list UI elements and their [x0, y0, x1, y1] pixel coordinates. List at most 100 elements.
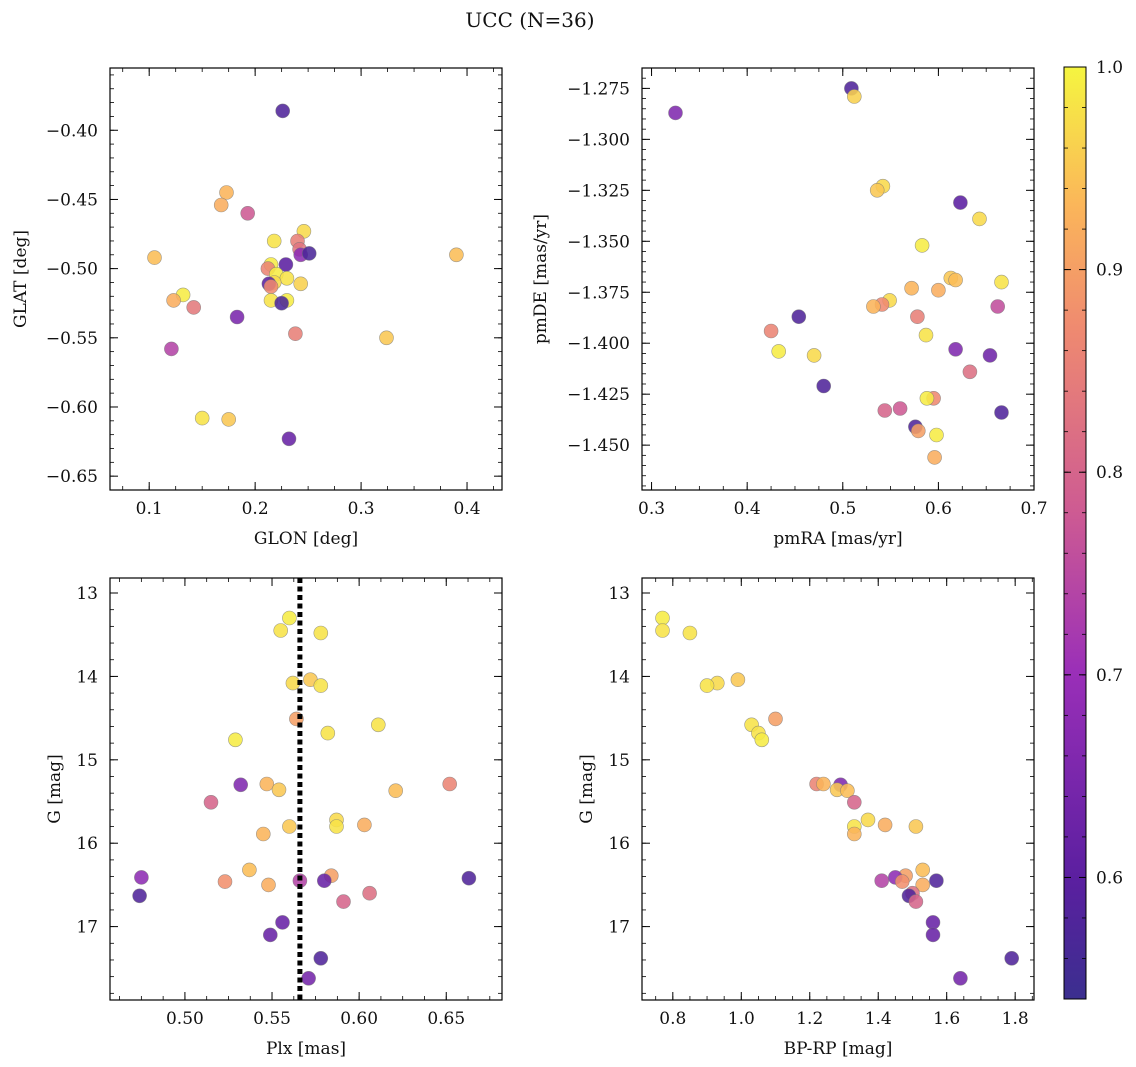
scatter-point — [370, 717, 386, 733]
scatter-point — [972, 211, 987, 227]
scatter-point — [263, 279, 279, 294]
scatter-point — [301, 246, 317, 261]
scatter-point — [134, 870, 149, 885]
scatter-point — [320, 725, 336, 741]
y-axis-label: pmDE [mas/yr] — [531, 214, 551, 344]
axes-frame — [109, 67, 503, 491]
scatter-point — [791, 309, 807, 325]
x-axis-label: Plx [mas] — [266, 1039, 346, 1059]
y-tick-label: −1.275 — [567, 79, 630, 99]
scatter-point — [262, 927, 278, 943]
x-tick-label: 1.4 — [865, 1009, 892, 1029]
y-tick-label: −1.400 — [567, 334, 630, 354]
x-tick-label: 0.4 — [454, 499, 481, 519]
panel-plx-g: 0.50 0.55 0.60 0.65 13 14 15 16 17 Plx [mas] G [ma… — [45, 577, 503, 1059]
figure-title: UCC (N=36) — [465, 8, 594, 32]
y-tick-label: −1.325 — [567, 181, 630, 201]
scatter-point — [877, 817, 893, 833]
scatter-point — [164, 341, 179, 357]
scatter-point — [929, 427, 944, 443]
colorbar-tick-label: 0.8 — [1096, 463, 1123, 483]
scatter-point — [442, 776, 458, 792]
x-tick-label: 0.8 — [659, 1009, 686, 1029]
scatter-point — [874, 873, 890, 889]
scatter-point — [771, 344, 787, 359]
scatter-point — [919, 390, 935, 406]
scatter-point — [754, 732, 770, 748]
x-tick-label: 0.6 — [925, 499, 952, 519]
scatter-point — [910, 423, 926, 439]
panel-glon-glat: 0.1 0.2 0.3 0.4 −0.65 −0.60 −0.55 −0.50 −0.45 −0.… — [11, 67, 503, 549]
scatter-point — [846, 89, 862, 104]
y-tick-label: 16 — [76, 834, 98, 854]
axes-frame — [641, 67, 1035, 491]
scatter-point — [948, 341, 963, 357]
scatter-point — [816, 378, 832, 394]
scatter-point — [904, 280, 919, 296]
scatter-point — [316, 873, 332, 889]
scatter-point — [229, 309, 245, 325]
scatter-point — [221, 412, 236, 427]
x-axis-label: pmRA [mas/yr] — [773, 529, 902, 549]
scatter-point — [840, 783, 855, 799]
colorbar-tick-label: 0.9 — [1096, 261, 1123, 281]
scatter-point — [915, 877, 931, 893]
scatter-point — [313, 678, 329, 693]
scatter-point — [147, 250, 162, 265]
scatter-point — [273, 623, 289, 638]
scatter-point — [927, 450, 942, 465]
scatter-point — [293, 276, 309, 292]
y-tick-label: −0.40 — [46, 121, 98, 141]
scatter-point — [271, 782, 287, 798]
scatter-point — [763, 323, 779, 339]
scatter-point — [259, 776, 275, 792]
x-tick-label: 1.8 — [1002, 1009, 1029, 1029]
scatter-point — [357, 817, 372, 833]
scatter-point — [682, 625, 698, 641]
scatter-point — [925, 927, 941, 943]
scatter-point — [699, 678, 715, 693]
scatter-point — [242, 862, 257, 878]
x-tick-label: 0.50 — [166, 1009, 204, 1029]
scatter-point — [194, 410, 210, 426]
scatter-point — [1004, 950, 1020, 966]
scatter-point — [166, 293, 181, 308]
y-tick-label: −1.300 — [567, 130, 630, 150]
scatter-point — [982, 348, 998, 363]
scatter-point — [132, 888, 147, 904]
y-tick-label: 14 — [608, 667, 630, 687]
x-axis-label: GLON [deg] — [254, 529, 358, 549]
scatter-point — [925, 915, 941, 930]
scatter-point — [914, 238, 930, 253]
scatter-points — [147, 103, 464, 447]
scatter-point — [655, 623, 670, 638]
scatter-point — [768, 711, 783, 727]
colorbar-gradient — [1063, 66, 1087, 1000]
scatter-point — [329, 819, 344, 834]
colorbar-tick-label: 0.7 — [1096, 666, 1123, 686]
x-axis-label: BP-RP [mag] — [784, 1039, 893, 1059]
panel-pm: 0.3 0.4 0.5 0.6 0.7 −1.450 −1.425 −1.400 −1.375 −… — [531, 67, 1048, 549]
scatter-point — [918, 327, 934, 343]
x-tick-label: 0.2 — [242, 499, 269, 519]
scatter-point — [282, 819, 297, 834]
x-tick-label: 0.5 — [829, 499, 856, 519]
scatter-point — [240, 206, 255, 221]
scatter-point — [894, 874, 910, 889]
x-tick-label: 0.7 — [1020, 499, 1047, 519]
scatter-point — [233, 777, 248, 793]
scatter-point — [929, 873, 944, 889]
scatter-point — [668, 105, 683, 121]
scatter-point — [915, 862, 931, 878]
scatter-point — [953, 195, 968, 210]
y-tick-label: 13 — [608, 584, 630, 604]
scatter-point — [219, 185, 234, 200]
scatter-point — [866, 299, 881, 314]
axes-frame — [109, 577, 503, 1001]
scatter-point — [261, 877, 276, 893]
scatter-point — [806, 348, 822, 363]
y-axis-label: GLAT [deg] — [11, 230, 31, 328]
scatter-point — [953, 970, 968, 986]
y-tick-label: −1.450 — [567, 436, 630, 456]
x-tick-label: 1.0 — [728, 1009, 755, 1029]
